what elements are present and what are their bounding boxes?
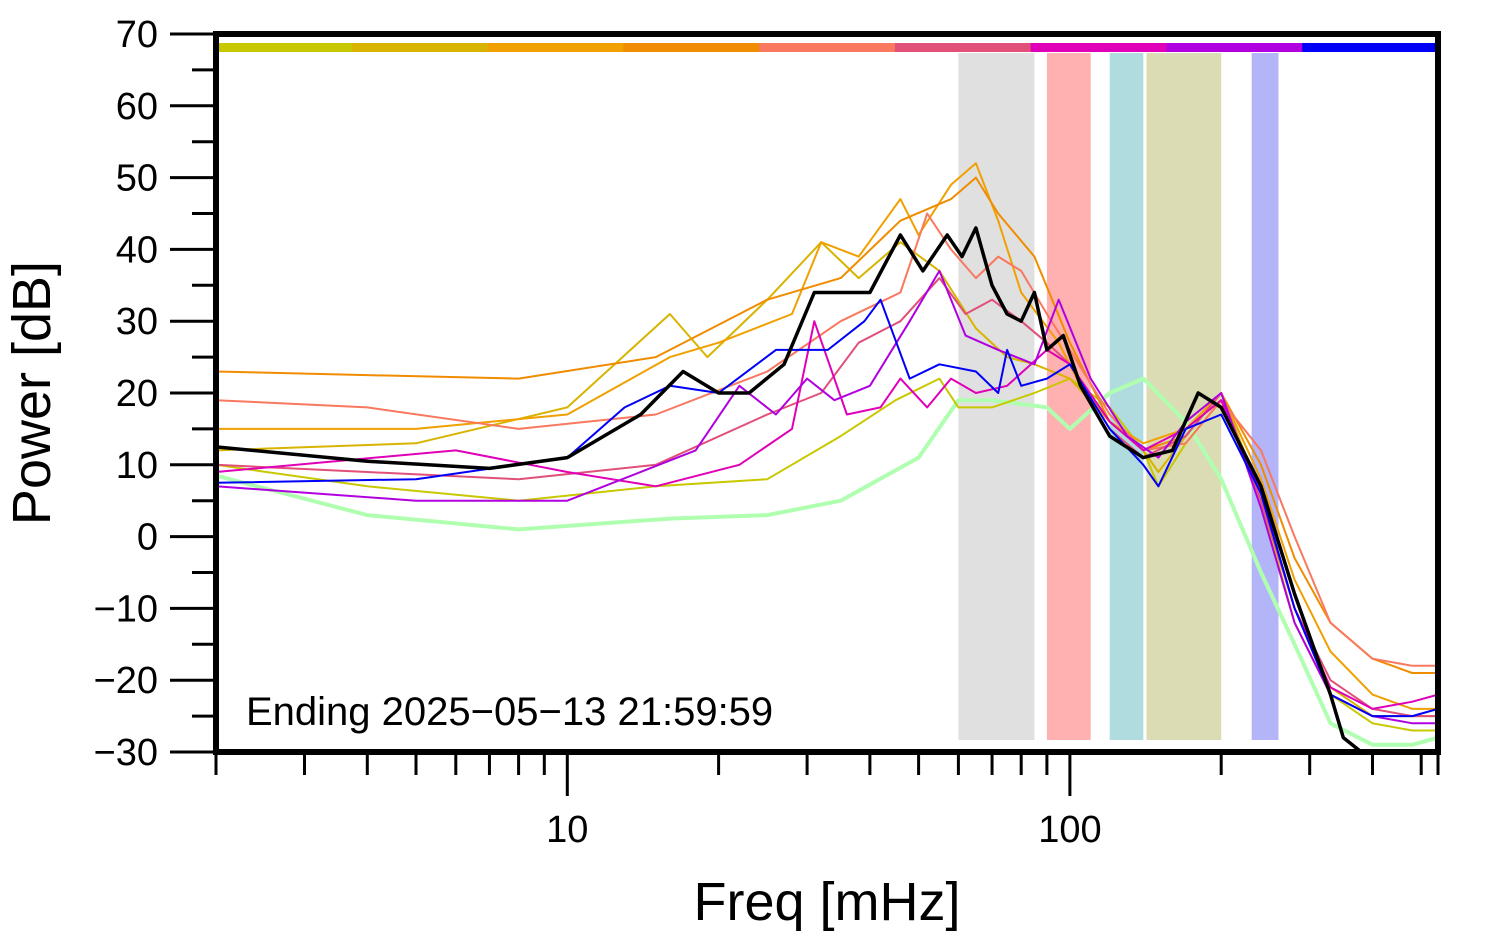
y-tick-label: 40 <box>116 229 158 271</box>
color-bar-segment-0 <box>216 43 353 52</box>
color-bar-segment-3 <box>623 43 760 52</box>
y-tick-label: 30 <box>116 301 158 343</box>
freq-band-2 <box>1109 53 1144 740</box>
freq-band-3 <box>1146 53 1222 740</box>
y-tick-label: 10 <box>116 445 158 487</box>
timestamp-annotation: Ending 2025−05−13 21:59:59 <box>246 690 773 734</box>
x-tick-label: 100 <box>1038 809 1101 851</box>
freq-band-1 <box>1046 53 1091 740</box>
y-axis: −30 −20 −10 0 10 20 30 40 50 60 70 <box>94 14 216 774</box>
color-bar-segment-4 <box>759 43 896 52</box>
y-axis-title: Power [dB] <box>2 261 62 525</box>
color-bar-segment-6 <box>1030 43 1167 52</box>
y-tick-label: 70 <box>116 14 158 56</box>
y-tick-label: −20 <box>94 660 158 702</box>
series-line-10 <box>214 226 1364 754</box>
y-tick-label: 20 <box>116 373 158 415</box>
series-lines <box>214 162 1440 754</box>
series-line-4 <box>215 176 1439 674</box>
color-bar-segment-2 <box>487 43 624 52</box>
frequency-bands <box>958 53 1279 740</box>
y-tick-label: −10 <box>94 588 158 630</box>
x-axis: 10 100 <box>214 752 1440 851</box>
y-tick-label: −30 <box>94 732 158 774</box>
color-bar-segment-5 <box>894 43 1032 52</box>
color-bar-segment-8 <box>1302 43 1439 52</box>
freq-band-4 <box>1251 53 1279 740</box>
color-bar <box>216 43 1439 52</box>
series-line-3 <box>215 162 1439 710</box>
x-axis-title: Freq [mHz] <box>693 872 960 932</box>
y-tick-label: 0 <box>137 517 158 559</box>
color-bar-segment-7 <box>1166 43 1303 52</box>
series-line-8 <box>215 269 1439 725</box>
color-bar-segment-1 <box>351 43 489 52</box>
y-tick-label: 60 <box>116 86 158 128</box>
y-tick-label: 50 <box>116 158 158 200</box>
series-line-0 <box>214 376 1440 747</box>
x-tick-label: 10 <box>546 809 588 851</box>
series-line-9 <box>215 298 1439 718</box>
